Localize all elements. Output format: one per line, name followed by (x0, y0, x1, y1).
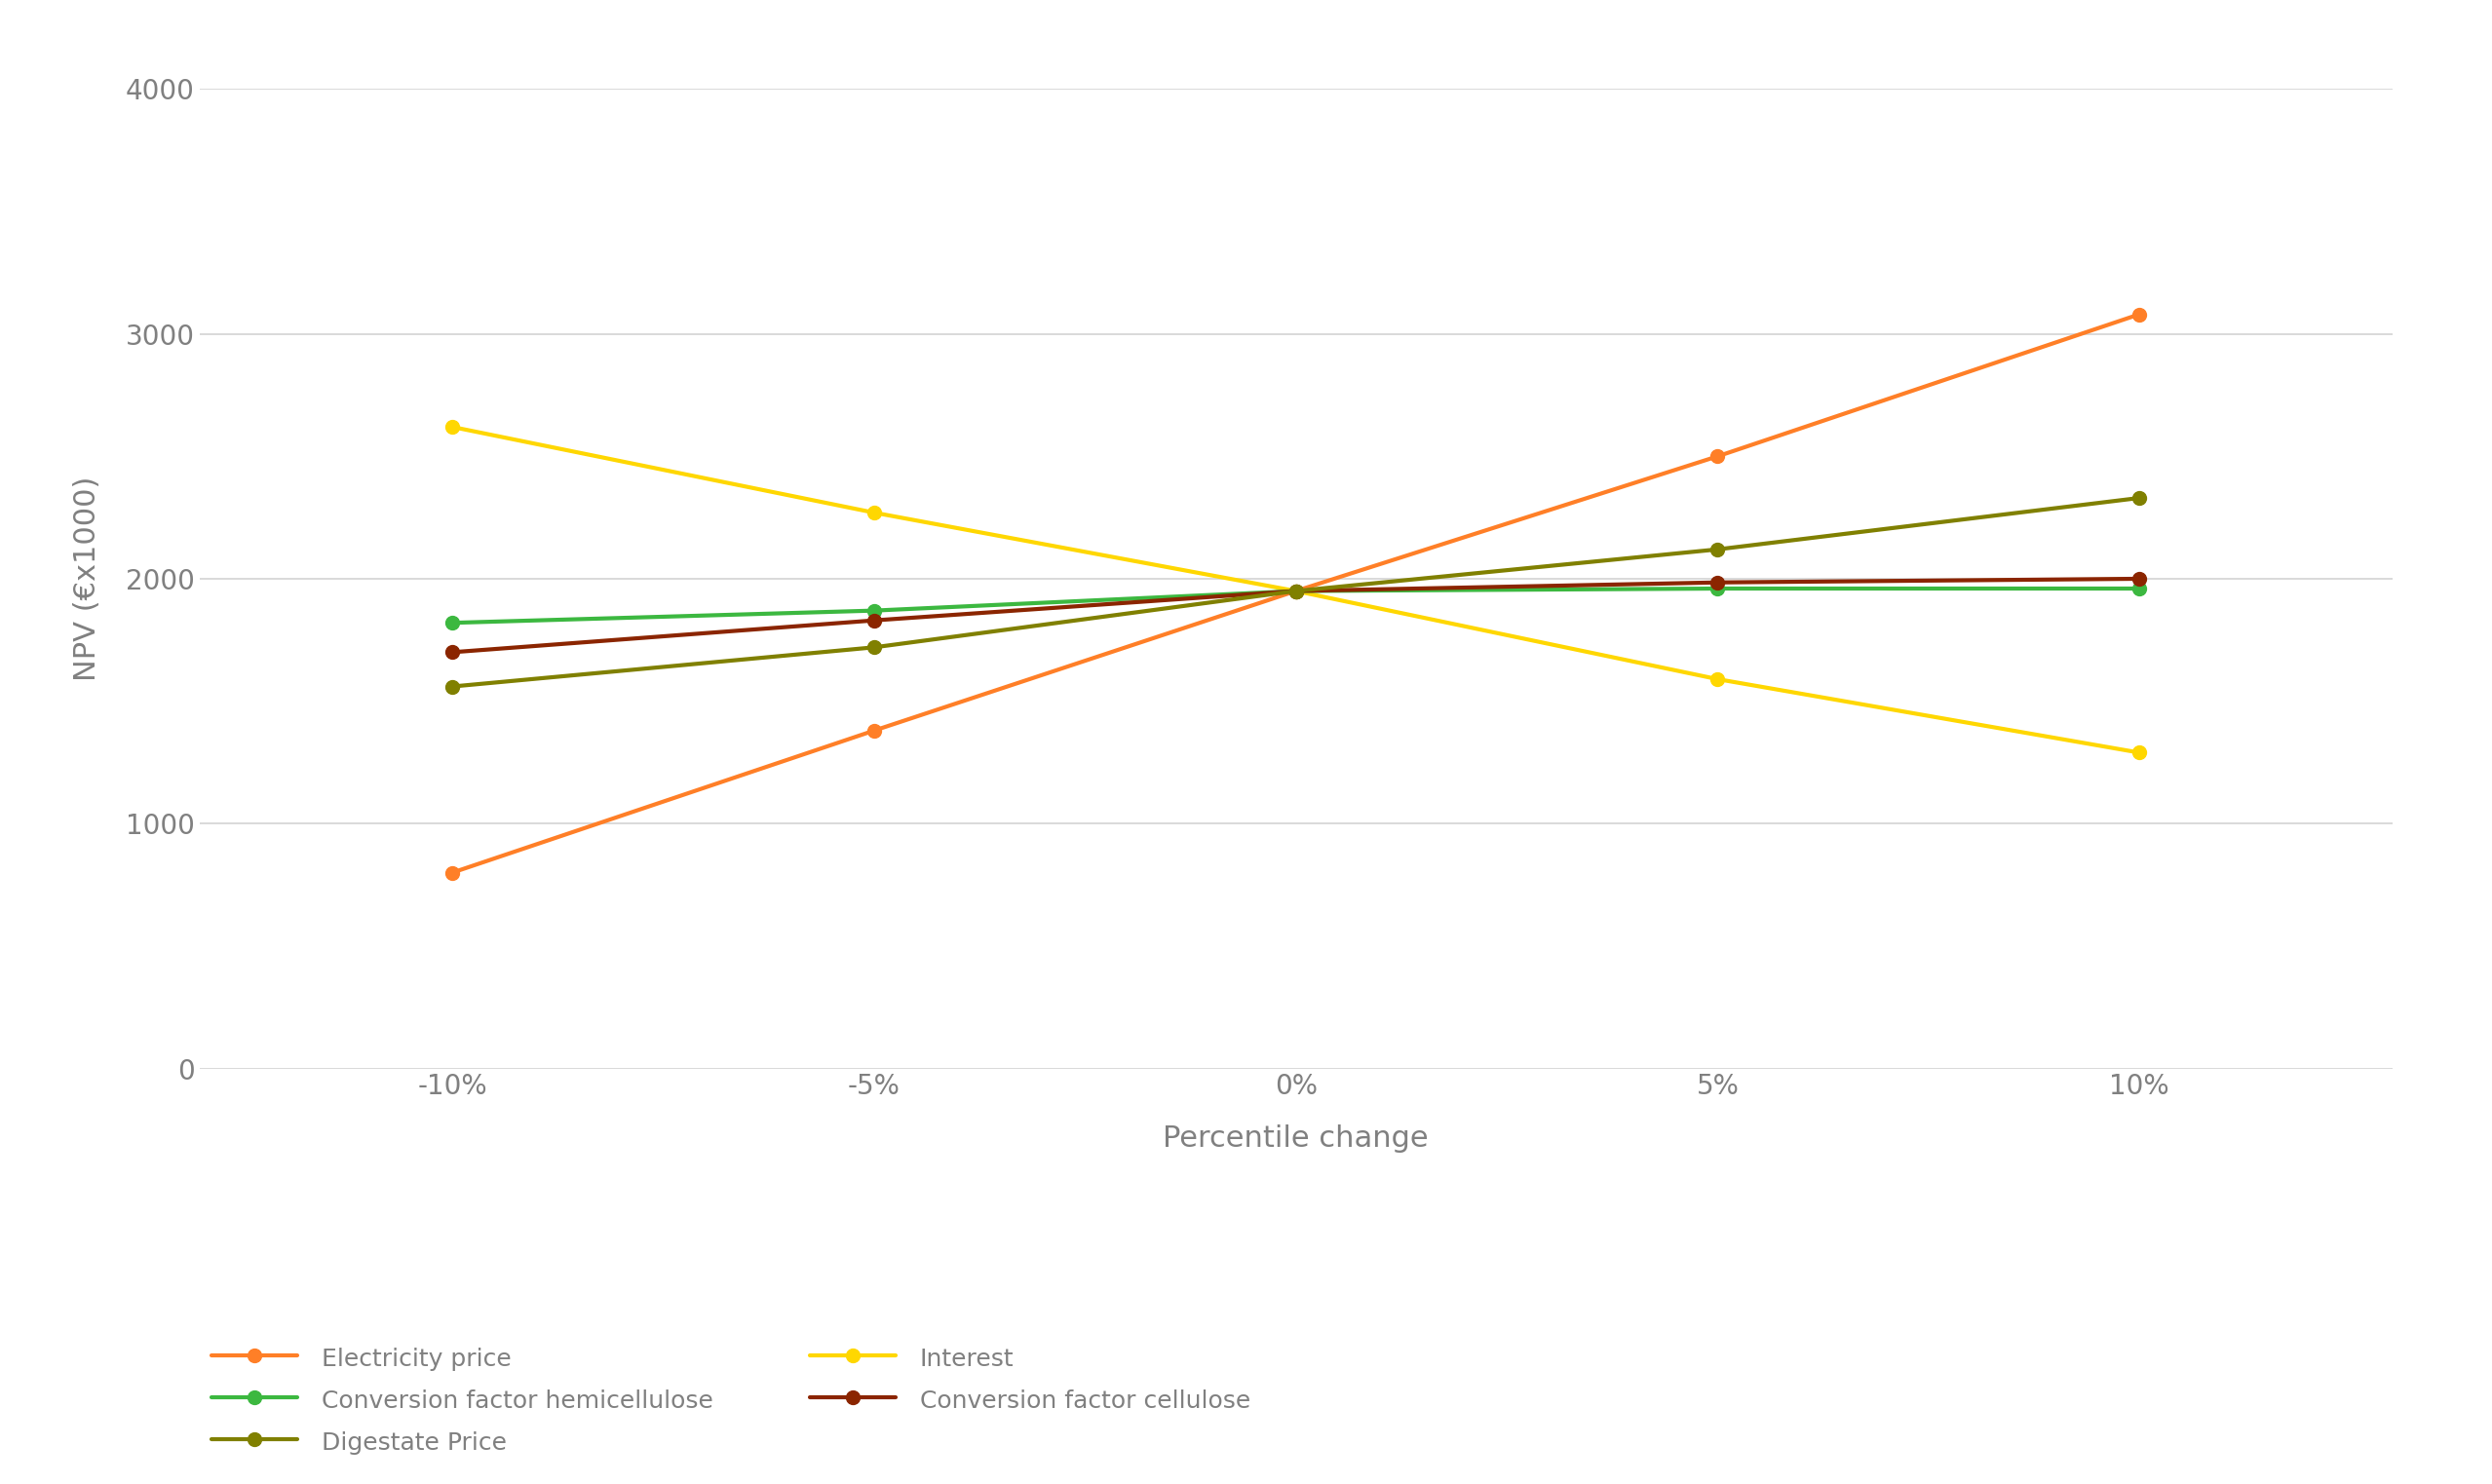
Conversion factor hemicellulose (860, 601, 890, 619)
Line: Digestate Price: Digestate Price (446, 491, 2146, 693)
Electricity price (1281, 582, 1311, 600)
Y-axis label: NPV (€x1000): NPV (€x1000) (72, 476, 102, 681)
Interest (439, 418, 468, 436)
Electricity price (1702, 447, 1732, 464)
Conversion factor cellulose (439, 643, 468, 660)
Digestate Price (2123, 490, 2153, 508)
Conversion factor hemicellulose (1702, 580, 1732, 598)
Conversion factor hemicellulose (439, 614, 468, 632)
Interest (1702, 671, 1732, 689)
Interest (860, 503, 890, 521)
Interest (1281, 582, 1311, 600)
Digestate Price (1281, 582, 1311, 600)
Line: Interest: Interest (446, 420, 2146, 760)
Conversion factor cellulose (1281, 582, 1311, 600)
Electricity price (860, 721, 890, 739)
Digestate Price (1702, 540, 1732, 558)
Legend: Electricity price, Conversion factor hemicellulose, Digestate Price, Interest, C: Electricity price, Conversion factor hem… (212, 1343, 1251, 1457)
Line: Electricity price: Electricity price (446, 307, 2146, 880)
Conversion factor cellulose (1702, 573, 1732, 591)
Conversion factor hemicellulose (2123, 580, 2153, 598)
Conversion factor cellulose (2123, 570, 2153, 588)
Line: Conversion factor hemicellulose: Conversion factor hemicellulose (446, 582, 2146, 629)
Conversion factor cellulose (860, 611, 890, 629)
Electricity price (439, 864, 468, 881)
Line: Conversion factor cellulose: Conversion factor cellulose (446, 571, 2146, 659)
Conversion factor hemicellulose (1281, 582, 1311, 600)
Digestate Price (860, 638, 890, 656)
Digestate Price (439, 678, 468, 696)
X-axis label: Percentile change: Percentile change (1164, 1125, 1428, 1153)
Electricity price (2123, 306, 2153, 324)
Interest (2123, 743, 2153, 761)
